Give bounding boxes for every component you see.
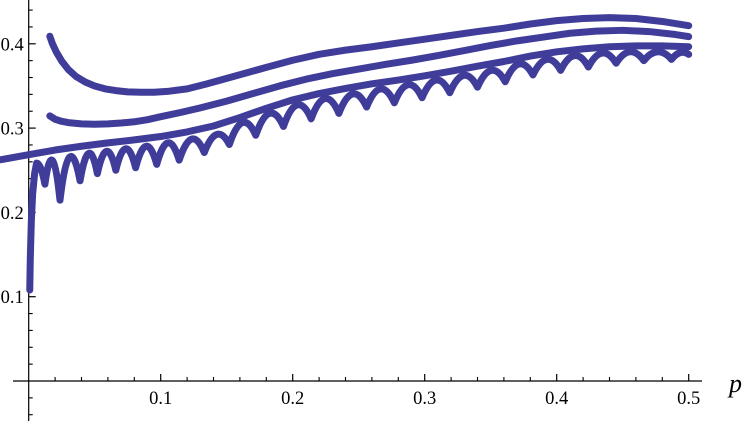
- y-tick-label: 0.2: [1, 204, 24, 224]
- x-tick-label: 0.5: [677, 389, 700, 409]
- x-tick-label: 0.2: [281, 389, 304, 409]
- y-tick-label: 0.3: [1, 120, 24, 140]
- x-tick-label: 0.4: [545, 389, 568, 409]
- curve-3: [0, 42, 693, 164]
- curve-2: [46, 26, 693, 128]
- curve-1-top: [46, 14, 693, 96]
- x-tick-label: 0.3: [413, 389, 436, 409]
- y-tick-label: 0.4: [1, 35, 24, 55]
- x-tick-label: 0.1: [149, 389, 172, 409]
- curve-4-scalloped: [26, 48, 693, 294]
- y-tick-label: 0.1: [1, 288, 24, 308]
- x-axis-label: p: [727, 369, 742, 398]
